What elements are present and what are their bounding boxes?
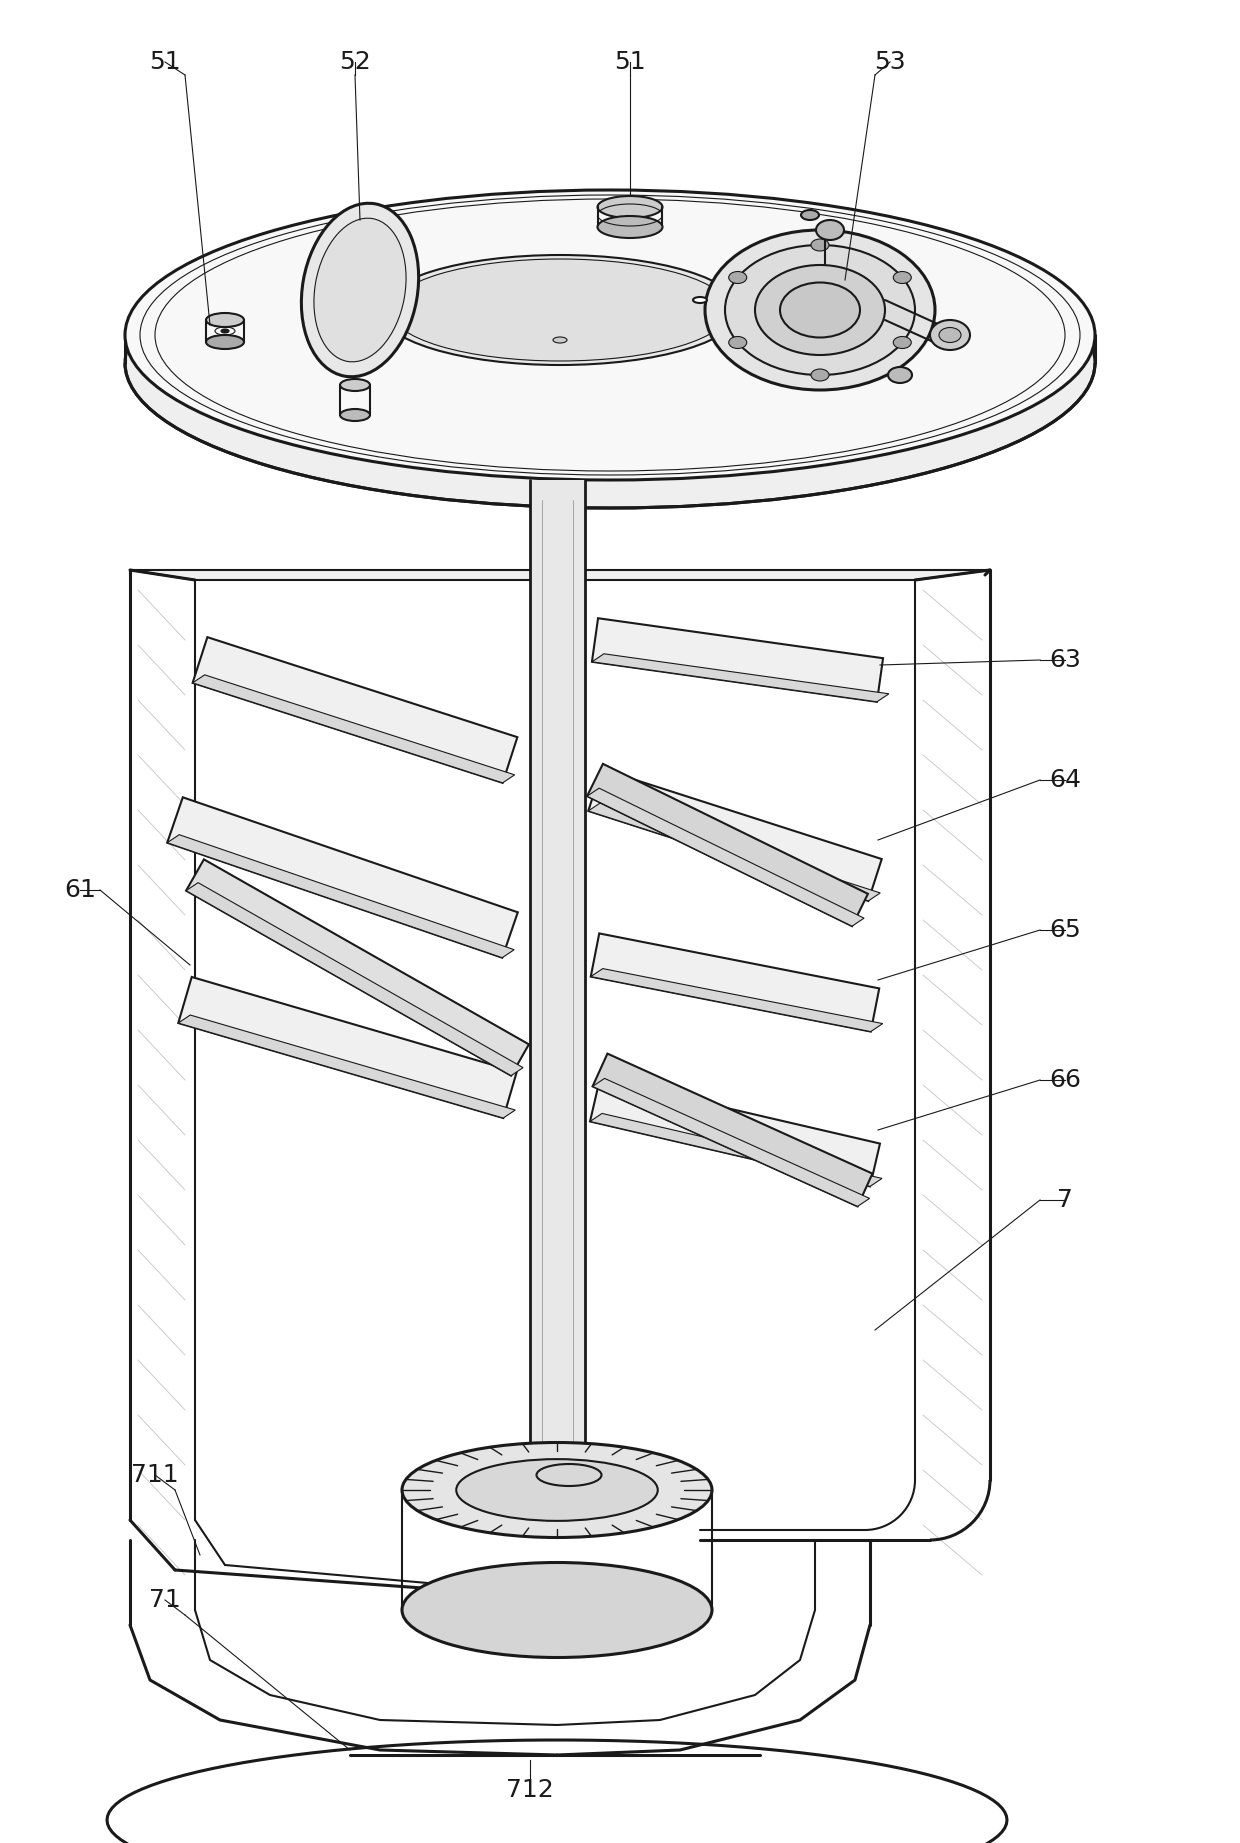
- Polygon shape: [167, 798, 518, 958]
- Ellipse shape: [125, 217, 1095, 509]
- Text: 7: 7: [1056, 1189, 1073, 1213]
- Polygon shape: [593, 1054, 873, 1207]
- Ellipse shape: [537, 1463, 601, 1485]
- Text: 53: 53: [874, 50, 905, 74]
- Polygon shape: [186, 859, 529, 1076]
- Polygon shape: [591, 617, 883, 702]
- Ellipse shape: [598, 216, 662, 238]
- Polygon shape: [590, 1078, 880, 1187]
- Ellipse shape: [553, 337, 567, 343]
- Ellipse shape: [755, 265, 885, 356]
- Polygon shape: [587, 789, 864, 927]
- Polygon shape: [186, 883, 523, 1076]
- Text: 711: 711: [131, 1463, 179, 1487]
- Ellipse shape: [888, 367, 911, 383]
- Polygon shape: [192, 675, 515, 783]
- Text: 64: 64: [1049, 769, 1081, 792]
- Polygon shape: [590, 933, 879, 1032]
- Ellipse shape: [340, 409, 370, 420]
- Text: 63: 63: [1049, 649, 1081, 673]
- Ellipse shape: [402, 1563, 712, 1657]
- Ellipse shape: [729, 271, 746, 284]
- Polygon shape: [593, 1078, 869, 1207]
- Ellipse shape: [893, 337, 911, 348]
- Ellipse shape: [816, 219, 844, 240]
- Ellipse shape: [314, 217, 405, 361]
- Polygon shape: [179, 1015, 516, 1119]
- Polygon shape: [587, 763, 868, 927]
- Text: 51: 51: [149, 50, 181, 74]
- Ellipse shape: [893, 271, 911, 284]
- Ellipse shape: [340, 380, 370, 391]
- Polygon shape: [179, 977, 517, 1119]
- Text: 712: 712: [506, 1778, 554, 1802]
- Polygon shape: [192, 638, 517, 783]
- Ellipse shape: [402, 1443, 712, 1537]
- Ellipse shape: [221, 330, 229, 334]
- Polygon shape: [590, 969, 883, 1032]
- Polygon shape: [591, 654, 889, 702]
- Polygon shape: [130, 569, 990, 581]
- Text: 66: 66: [1049, 1067, 1081, 1093]
- Text: 71: 71: [149, 1589, 181, 1613]
- Ellipse shape: [811, 369, 830, 382]
- Ellipse shape: [125, 190, 1095, 479]
- Ellipse shape: [598, 195, 662, 217]
- Text: 61: 61: [64, 877, 95, 901]
- Ellipse shape: [811, 240, 830, 251]
- Ellipse shape: [693, 297, 707, 302]
- Text: 65: 65: [1049, 918, 1081, 942]
- Polygon shape: [167, 835, 515, 958]
- Ellipse shape: [780, 282, 861, 337]
- Polygon shape: [588, 804, 880, 901]
- Ellipse shape: [301, 203, 419, 376]
- Ellipse shape: [391, 260, 730, 361]
- Ellipse shape: [206, 313, 244, 326]
- Ellipse shape: [801, 210, 818, 219]
- Ellipse shape: [206, 335, 244, 348]
- Text: 52: 52: [339, 50, 371, 74]
- Ellipse shape: [379, 254, 740, 365]
- Ellipse shape: [456, 1460, 657, 1520]
- Polygon shape: [529, 479, 585, 1489]
- Ellipse shape: [930, 321, 970, 350]
- Polygon shape: [588, 769, 882, 901]
- Ellipse shape: [706, 230, 935, 391]
- Text: 51: 51: [614, 50, 646, 74]
- Ellipse shape: [939, 328, 961, 343]
- Ellipse shape: [729, 337, 746, 348]
- Ellipse shape: [725, 245, 915, 374]
- Polygon shape: [590, 1113, 882, 1187]
